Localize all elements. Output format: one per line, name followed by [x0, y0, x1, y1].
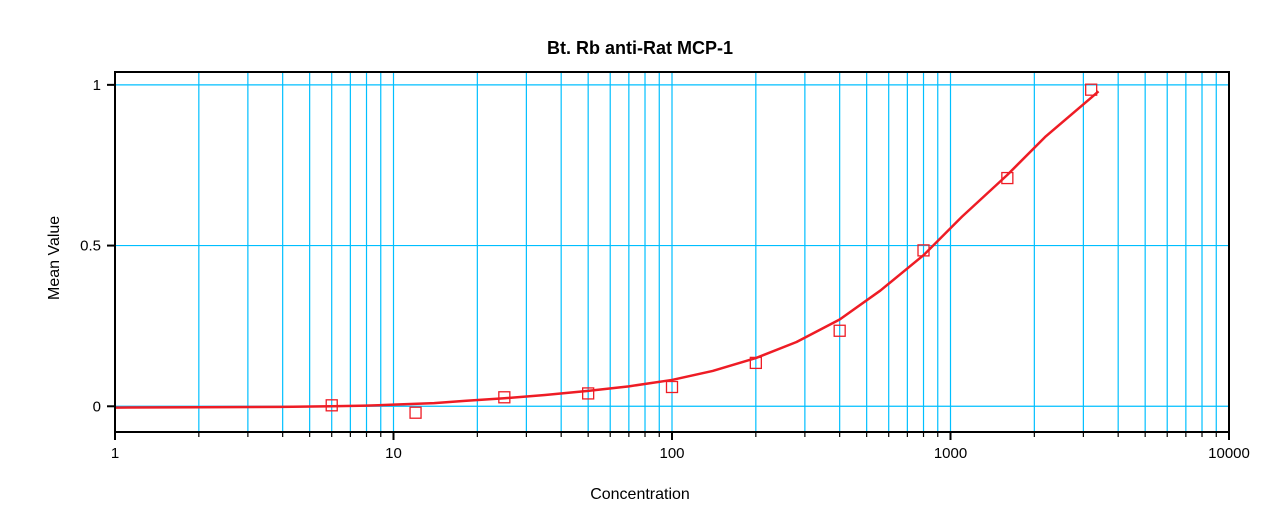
y-tick-label: 0.5 — [80, 238, 101, 255]
x-tick-label: 1000 — [934, 445, 967, 462]
y-tick-label: 0 — [93, 398, 101, 415]
x-tick-label: 10000 — [1208, 445, 1250, 462]
x-axis-label: Concentration — [0, 486, 1280, 504]
plot-area: 1 10 100 1000 10000 0 0.5 1 — [0, 0, 1280, 523]
chart-container: Bt. Rb anti-Rat MCP-1 Mean Value 1101001… — [0, 0, 1280, 523]
x-tick-label: 100 — [659, 445, 684, 462]
x-tick-label: 1 — [111, 445, 119, 462]
x-tick-label: 10 — [385, 445, 402, 462]
y-tick-label: 1 — [93, 77, 101, 94]
